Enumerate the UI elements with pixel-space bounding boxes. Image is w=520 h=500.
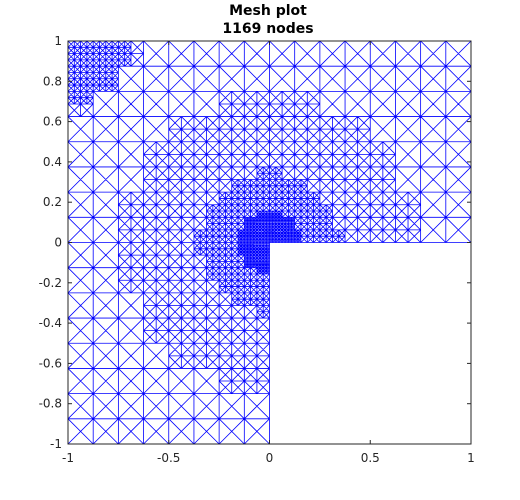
y-tick-label: 0.2 xyxy=(43,195,62,209)
y-tick-label: -0.6 xyxy=(39,356,62,370)
y-tick-label: 0.8 xyxy=(43,74,62,88)
y-tick-label: 1 xyxy=(54,34,62,48)
y-tick-label: -0.8 xyxy=(39,397,62,411)
y-tick-label: -0.2 xyxy=(39,276,62,290)
x-tick-label: -0.5 xyxy=(157,451,180,465)
x-tick-label: 0.5 xyxy=(361,451,380,465)
x-tick-label: 0 xyxy=(266,451,274,465)
y-tick-label: 0.6 xyxy=(43,115,62,129)
y-tick-label: -1 xyxy=(50,437,62,451)
x-tick-label: -1 xyxy=(62,451,74,465)
y-tick-label: 0.4 xyxy=(43,155,62,169)
y-axis-ticks: -1 -0.8 -0.6 -0.4 -0.2 0 0.2 0.4 0.6 0.8 1 xyxy=(39,34,471,451)
x-tick-label: 1 xyxy=(467,451,475,465)
x-axis-ticks: -1 -0.5 0 0.5 1 xyxy=(62,41,475,465)
chart-title: Mesh plot xyxy=(229,3,307,19)
y-tick-label: -0.4 xyxy=(39,316,62,330)
y-tick-label: 0 xyxy=(54,236,62,250)
chart-subtitle: 1169 nodes xyxy=(222,21,313,37)
